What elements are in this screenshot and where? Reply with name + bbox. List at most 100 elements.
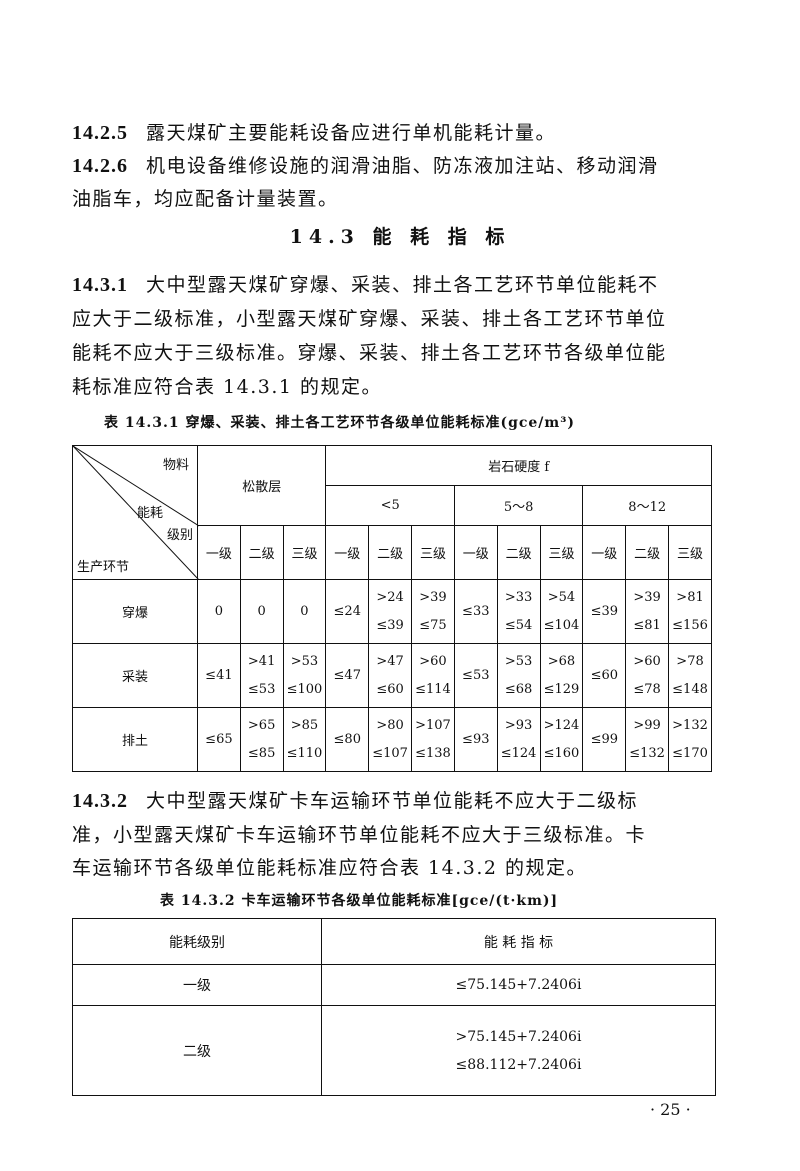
value-cell: >85 ≤110 <box>282 707 327 772</box>
value-cell: ≤39 <box>582 579 627 644</box>
value-cell: >47 ≤60 <box>368 643 413 708</box>
value-text: >85 <box>290 717 319 733</box>
grade-header: 二级 <box>625 525 670 580</box>
clause-14-2-5: 14.2.5 露天煤矿主要能耗设备应进行单机能耗计量。 <box>72 122 557 144</box>
value-text: 0 <box>257 603 266 619</box>
grade-cell: 一级 <box>72 964 322 1006</box>
value-text: ≤156 <box>672 617 708 633</box>
value-text: 0 <box>300 603 309 619</box>
grade-header: 三级 <box>282 525 327 580</box>
value-text: ≤65 <box>205 731 233 747</box>
value-cell: ≤80 <box>325 707 370 772</box>
grade-header: 一级 <box>582 525 627 580</box>
value-cell: ≤93 <box>453 707 498 772</box>
value-cell: >39 ≤75 <box>411 579 455 644</box>
value-cell: >93 ≤124 <box>496 707 541 772</box>
value-cell: >81 ≤156 <box>668 579 712 644</box>
value-text: ≤132 <box>629 745 665 761</box>
clause-text-line: 车运输环节各级单位能耗标准应符合表 14.3.2 的规定。 <box>72 857 588 879</box>
value-text: >39 <box>633 589 661 605</box>
value-text: ≤99 <box>590 731 618 747</box>
process-name: 穿爆 <box>71 579 199 644</box>
value-text: >60 <box>419 653 447 669</box>
diagonal-lines <box>73 446 199 580</box>
grade-header: 三级 <box>539 525 584 580</box>
value-text: ≤148 <box>672 681 708 697</box>
value-cell: >33 ≤54 <box>496 579 541 644</box>
value-text: ≤75 <box>419 617 447 633</box>
value-cell: >41 ≤53 <box>239 643 284 708</box>
value-text: ≤60 <box>590 667 618 683</box>
table2-caption: 表 14.3.2 卡车运输环节各级单位能耗标准[gce/(t·km)] <box>160 893 559 909</box>
value-cell: >60 ≤78 <box>625 643 670 708</box>
value-text: >39 <box>419 589 447 605</box>
value-text: ≤68 <box>504 681 533 697</box>
value-cell: ≤41 <box>197 643 241 708</box>
table-14-3-1: 物料 能耗 级别 生产环节 松散层 岩石硬度 f <5 5～8 8～12 一级二… <box>71 445 712 772</box>
range-header: 5～8 <box>453 485 584 526</box>
corner-process-label: 生产环节 <box>77 560 130 575</box>
clause-14-2-6: 14.2.6 机电设备维修设施的润滑油脂、防冻液加注站、移动润滑 <box>72 155 659 177</box>
value-cell: >60 ≤114 <box>411 643 455 708</box>
value-cell: ≤60 <box>582 643 627 708</box>
value-text: ≤53 <box>462 667 490 683</box>
header-grade: 能耗级别 <box>72 918 322 965</box>
clause-14-3-2: 14.3.2 大中型露天煤矿卡车运输环节单位能耗不应大于二级标 <box>72 790 639 812</box>
value-text: ≤54 <box>504 617 533 633</box>
value-text: >132 <box>672 717 708 733</box>
grade-header: 一级 <box>197 525 241 580</box>
indicator-cell: ≤75.145+7.2406i <box>321 964 716 1006</box>
header-indicator: 能 耗 指 标 <box>321 918 716 965</box>
value-cell: 0 <box>282 579 327 644</box>
range-header: <5 <box>325 485 455 526</box>
value-cell: >80 ≤107 <box>368 707 413 772</box>
value-cell: ≤99 <box>582 707 627 772</box>
value-text: >99 <box>633 717 661 733</box>
value-text: ≤110 <box>286 745 323 761</box>
value-text: >124 <box>543 717 580 733</box>
corner-grade-label: 级别 <box>167 528 194 543</box>
value-text: >60 <box>633 653 661 669</box>
indicator-cell: >75.145+7.2406i ≤88.112+7.2406i <box>321 1005 716 1096</box>
grade-header: 二级 <box>239 525 284 580</box>
value-cell: >78 ≤148 <box>668 643 712 708</box>
value-text: ≤24 <box>333 603 361 619</box>
value-cell: ≤65 <box>197 707 241 772</box>
value-text: ≤60 <box>376 681 404 697</box>
value-cell: ≤24 <box>325 579 370 644</box>
value-text: ≤114 <box>415 681 451 697</box>
value-text: >68 <box>547 653 576 669</box>
value-text: ≤93 <box>462 731 490 747</box>
grade-header: 二级 <box>368 525 413 580</box>
value-text: ≤80 <box>333 731 361 747</box>
grade-header: 三级 <box>411 525 455 580</box>
value-cell: >99 ≤132 <box>625 707 670 772</box>
value-cell: >65 ≤85 <box>239 707 284 772</box>
value-text: ≤129 <box>543 681 580 697</box>
value-text: >80 <box>376 717 404 733</box>
value-text: >53 <box>290 653 319 669</box>
value-text: ≤81 <box>633 617 661 633</box>
value-cell: >53 ≤100 <box>282 643 327 708</box>
value-text: ≤124 <box>500 745 537 761</box>
value-cell: >107 ≤138 <box>411 707 455 772</box>
corner-energy-label: 能耗 <box>137 506 164 521</box>
value-text: ≤104 <box>543 617 580 633</box>
value-cell: >53 ≤68 <box>496 643 541 708</box>
value-text: >53 <box>504 653 533 669</box>
value-cell: >24 ≤39 <box>368 579 413 644</box>
grade-cell: 二级 <box>72 1005 322 1096</box>
loose-layer-header: 松散层 <box>197 445 327 526</box>
value-text: 0 <box>214 603 224 619</box>
value-text: ≤33 <box>462 603 490 619</box>
value-cell: ≤53 <box>453 643 498 708</box>
value-text: >93 <box>504 717 533 733</box>
value-cell: ≤33 <box>453 579 498 644</box>
value-text: >24 <box>376 589 404 605</box>
value-text: ≤53 <box>247 681 276 697</box>
value-text: ≤39 <box>376 617 404 633</box>
value-text: ≤170 <box>672 745 708 761</box>
rock-hardness-header: 岩石硬度 f <box>325 445 712 486</box>
clause-text-line: 应大于二级标准，小型露天煤矿穿爆、采装、排土各工艺环节单位 <box>72 308 667 330</box>
grade-header: 三级 <box>668 525 712 580</box>
